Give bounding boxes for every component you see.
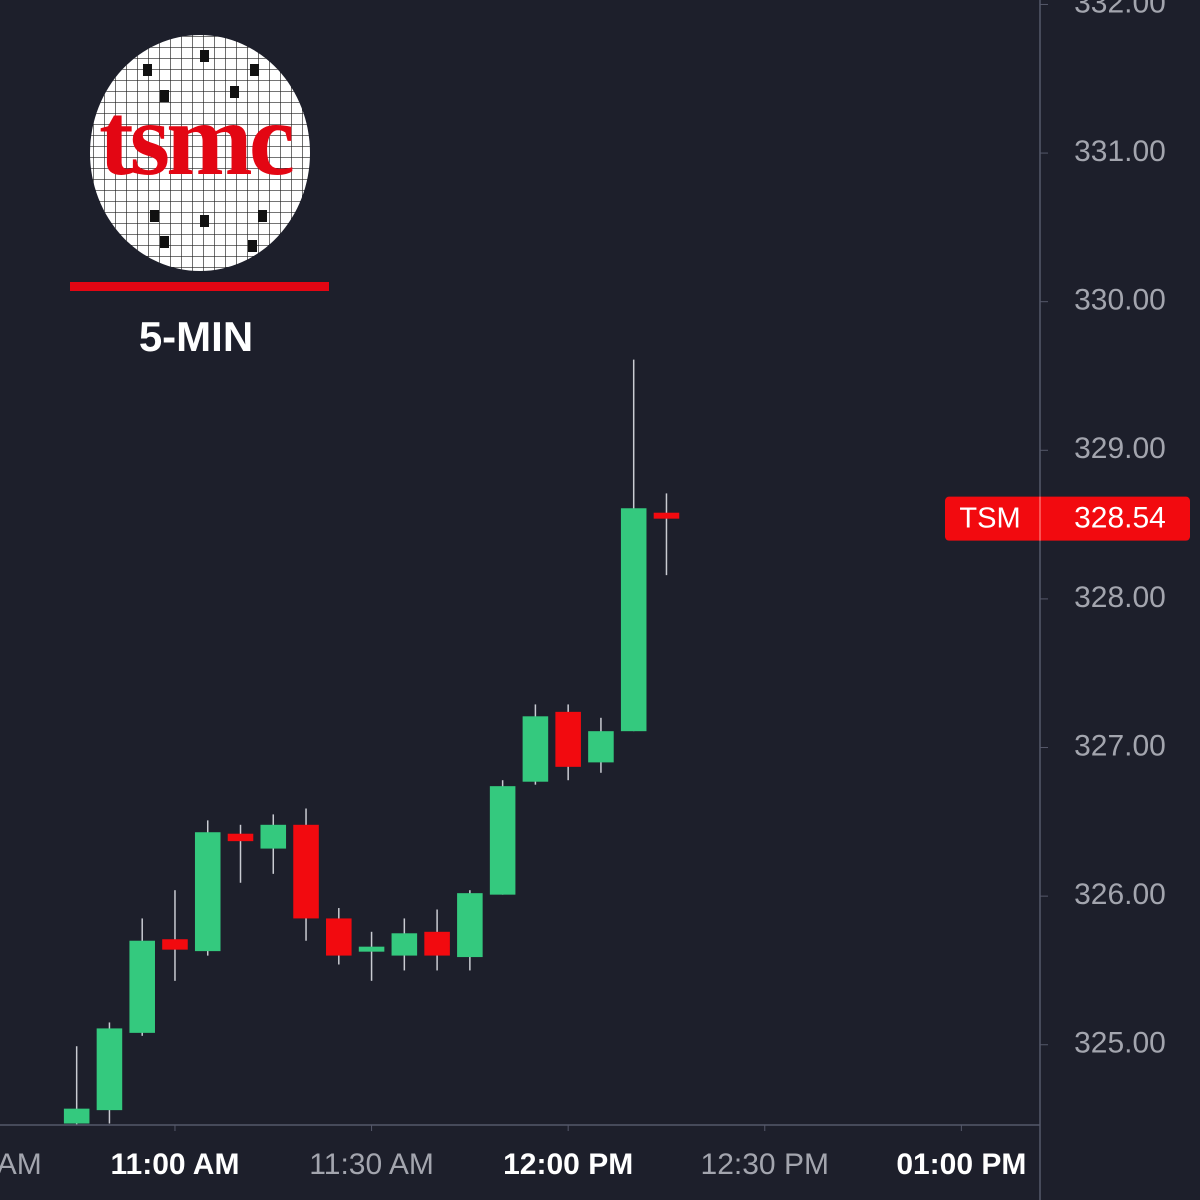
x-tick-label: 12:00 PM [503, 1148, 633, 1181]
price-tag [945, 496, 1190, 541]
y-tick-label: 330.00 [1074, 284, 1166, 317]
wafer-icon [90, 35, 310, 271]
y-tick-label: 327.00 [1074, 729, 1166, 762]
candle-body [260, 824, 287, 849]
logo-text: tsmc [99, 82, 293, 197]
x-tick-label: 12:30 PM [701, 1148, 829, 1181]
candle-body [194, 832, 221, 952]
y-tick-label: 332.00 [1074, 0, 1166, 19]
ticker-label: TSM [959, 502, 1020, 534]
candle-body [424, 931, 450, 956]
y-tick-label: 331.00 [1074, 135, 1166, 168]
logo: tsmc 5-MIN [70, 35, 329, 360]
candle-body [620, 508, 647, 732]
candle-body [129, 940, 155, 1033]
candle-body [326, 918, 352, 956]
candle-body [522, 716, 549, 782]
candle-body [227, 833, 254, 842]
candle-body [96, 1028, 123, 1111]
x-tick-label: 11:30 AM [309, 1148, 434, 1181]
candle-body [391, 933, 418, 956]
chart-subtitle: 5-MIN [139, 313, 253, 360]
x-tick-label: 10:30 AM [0, 1148, 42, 1181]
logo-rule [70, 282, 329, 291]
candle-body [162, 939, 188, 950]
x-tick-label: 01:00 PM [896, 1148, 1026, 1181]
x-tick-label: 11:00 AM [110, 1148, 239, 1181]
candle-body [457, 893, 483, 958]
last-price-label: 328.54 [1074, 502, 1166, 535]
wafer-dies [143, 50, 267, 252]
candle-body [358, 946, 385, 952]
candle-body [489, 786, 516, 895]
candle-body [555, 711, 581, 767]
y-tick-label: 329.00 [1074, 432, 1166, 465]
y-tick-label: 326.00 [1074, 878, 1166, 911]
y-tick-label: 328.00 [1074, 581, 1166, 614]
candle-body [63, 1108, 90, 1124]
candle-body [653, 512, 680, 519]
candle-body [588, 731, 614, 763]
y-tick-label: 325.00 [1074, 1027, 1166, 1060]
candle-body [293, 824, 319, 919]
